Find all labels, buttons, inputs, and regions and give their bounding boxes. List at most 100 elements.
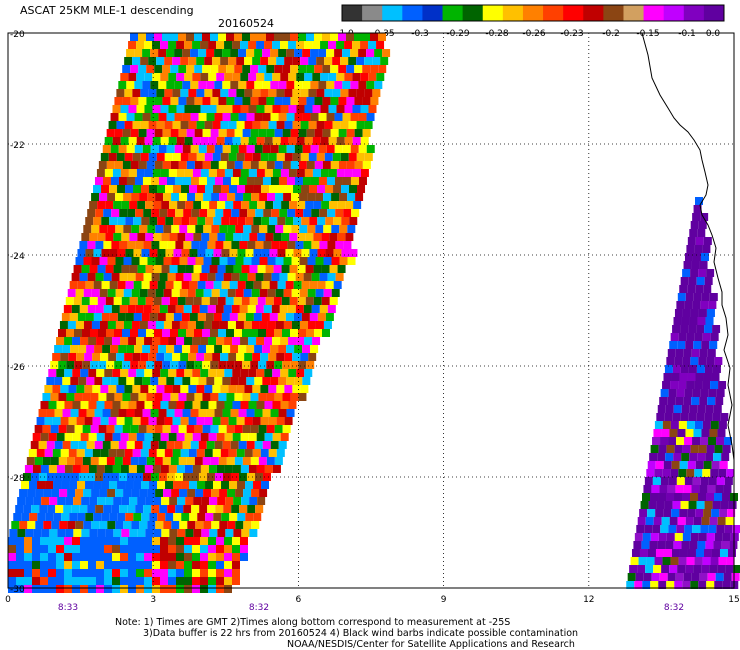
swath-cell xyxy=(729,541,738,549)
swath-cell xyxy=(128,105,137,113)
swath-cell xyxy=(192,337,201,345)
swath-cell xyxy=(654,557,663,565)
swath-cell xyxy=(117,313,126,321)
swath-cell xyxy=(82,329,90,337)
swath-cell xyxy=(344,137,353,145)
swath-cell xyxy=(100,449,109,457)
swath-cell xyxy=(239,273,248,281)
swath-cell xyxy=(646,469,655,477)
swath-cell xyxy=(247,505,256,513)
swath-cell xyxy=(111,505,120,513)
swath-cell xyxy=(332,121,341,129)
swath-cell xyxy=(228,353,237,361)
swath-cell xyxy=(71,305,80,313)
swath-cell xyxy=(679,549,688,557)
swath-cell xyxy=(252,153,261,161)
swath-cell xyxy=(263,305,272,313)
swath-cell xyxy=(159,209,168,217)
swath-cell xyxy=(116,353,125,361)
swath-cell xyxy=(273,265,282,273)
swath-cell xyxy=(162,97,171,105)
swath-cell xyxy=(726,469,735,477)
swath-cell xyxy=(253,513,262,521)
swath-cell xyxy=(177,233,186,241)
swath-cell xyxy=(212,57,221,65)
swath-cell xyxy=(173,249,182,257)
swath-cell xyxy=(358,49,367,57)
swath-cell xyxy=(334,81,343,89)
swath-cell xyxy=(279,273,288,281)
swath-cell xyxy=(320,169,329,177)
swath-cell xyxy=(219,321,228,329)
swath-cell xyxy=(356,89,365,97)
swath-cell xyxy=(64,369,73,377)
swath-cell xyxy=(712,325,721,333)
swath-cell xyxy=(106,161,115,169)
swath-cell xyxy=(82,393,91,401)
swath-cell xyxy=(270,345,279,353)
swath-cell xyxy=(682,493,691,501)
colorbar-swatch xyxy=(502,5,524,21)
swath-cell xyxy=(227,521,236,529)
swath-cell xyxy=(322,129,331,137)
swath-cell xyxy=(124,417,133,425)
swath-cell xyxy=(106,361,115,369)
swath-cell xyxy=(152,561,160,569)
swath-cell xyxy=(307,321,316,329)
note-line-3: NOAA/NESDIS/Center for Satellite Applica… xyxy=(287,639,575,650)
swath-cell xyxy=(176,73,185,81)
swath-cell xyxy=(44,385,53,393)
swath-cell xyxy=(277,281,286,289)
swath-cell xyxy=(195,225,204,233)
swath-cell xyxy=(653,565,662,573)
swath-cell xyxy=(150,473,159,481)
swath-cell xyxy=(59,321,68,329)
swath-cell xyxy=(333,249,342,257)
colorbar: -1.0-0.35-0.3-0.29-0.28-0.26-0.23-0.2-0.… xyxy=(336,4,725,39)
swath-cell xyxy=(272,337,281,345)
colorbar-tick-label: -0.26 xyxy=(522,29,546,39)
swath-cell xyxy=(264,369,273,377)
swath-cell xyxy=(62,345,71,353)
swath-cell xyxy=(140,57,149,65)
swath-cell xyxy=(56,369,65,377)
swath-cell xyxy=(91,321,100,329)
swath-cell xyxy=(90,361,99,369)
swath-cell xyxy=(231,241,240,249)
swath-cell xyxy=(254,81,263,89)
swath-cell xyxy=(146,129,155,137)
swath-cell xyxy=(276,57,285,65)
swath-cell xyxy=(157,185,166,193)
swath-cell xyxy=(314,65,323,73)
swath-cell xyxy=(199,241,208,249)
swath-cell xyxy=(708,437,717,445)
swath-cell xyxy=(55,505,64,513)
swath-cell xyxy=(179,521,188,529)
swath-cell xyxy=(85,281,94,289)
swath-cell xyxy=(266,161,275,169)
swath-cell xyxy=(335,241,344,249)
swath-cell xyxy=(220,89,229,97)
swath-cell xyxy=(355,193,364,201)
swath-cell xyxy=(99,193,108,201)
swath-cell xyxy=(112,545,120,553)
swath-cell xyxy=(138,457,147,465)
swath-cell xyxy=(9,529,18,537)
swath-cell xyxy=(274,161,283,169)
swath-cell xyxy=(709,565,718,573)
swath-cell xyxy=(56,465,65,473)
swath-cell xyxy=(119,305,128,313)
swath-cell xyxy=(316,57,325,65)
swath-cell xyxy=(626,581,635,589)
swath-cell xyxy=(162,129,171,137)
swath-cell xyxy=(107,489,116,497)
swath-cell xyxy=(722,493,731,501)
swath-cell xyxy=(706,581,715,589)
swath-cell xyxy=(86,377,95,385)
swath-cell xyxy=(155,193,164,201)
swath-cell xyxy=(104,401,113,409)
swath-cell xyxy=(322,97,331,105)
swath-cell xyxy=(84,417,93,425)
swath-cell xyxy=(104,553,112,561)
swath-cell xyxy=(270,81,279,89)
